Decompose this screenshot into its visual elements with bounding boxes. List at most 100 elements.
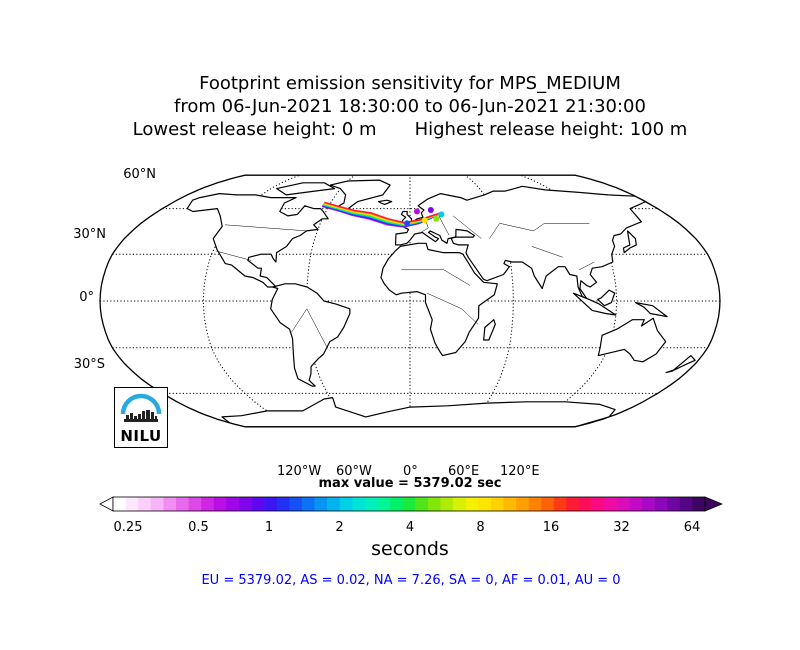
coastline-borneo: [597, 289, 616, 307]
colorbar-bin: [453, 497, 466, 511]
colorbar-bin: [125, 497, 139, 511]
footprint-cell: [427, 207, 434, 214]
colorbar-bin: [478, 497, 492, 511]
lon-label-120w: 120°W: [277, 464, 322, 479]
colorbar-tick-label: 0.25: [113, 520, 143, 535]
lon-label-0: 0°: [403, 464, 418, 479]
footprint-contour: [324, 201, 442, 224]
colorbar-bin: [503, 497, 517, 511]
colorbar-bin: [314, 497, 328, 511]
coastline-antarctica: [221, 397, 616, 427]
world-map: [99, 174, 721, 428]
coastline-greenland: [329, 179, 391, 210]
colorbar-bin: [201, 497, 215, 511]
colorbar-extend-high: [704, 496, 723, 512]
colorbar-bin: [276, 497, 290, 511]
emission-sensitivity-footprint: [321, 201, 445, 228]
colorbar-bin: [138, 497, 152, 511]
colorbar-tick-label: 64: [683, 520, 701, 535]
plot-title-line-1: Footprint emission sensitivity for MPS_M…: [199, 73, 621, 94]
colorbar-bin: [566, 497, 580, 511]
colorbar-tick-label: 2: [335, 520, 344, 535]
coastline-new-zealand: [665, 355, 696, 374]
colorbar: [99, 496, 723, 512]
colorbar-tick-label: 1: [264, 520, 274, 535]
colorbar-bin: [226, 497, 240, 511]
colorbar-bin: [251, 497, 265, 511]
footprint-cell: [414, 208, 421, 215]
coastline-arctic-islands: [276, 182, 336, 196]
coastline-new-guinea: [634, 302, 668, 318]
colorbar-bin: [264, 497, 278, 511]
colorbar-bin: [591, 497, 605, 511]
colorbar-bin: [113, 497, 126, 511]
colorbar-bin: [629, 497, 643, 511]
colorbar-tick-label: 0.5: [188, 520, 209, 535]
colorbar-bin: [692, 497, 706, 511]
nilu-logo-text: NILU: [120, 427, 162, 445]
colorbar-bin: [516, 497, 529, 511]
colorbar-label: seconds: [371, 538, 449, 560]
colorbar-extend-low: [99, 496, 114, 512]
lat-label-equator: 0°: [79, 290, 94, 305]
country-border: [438, 215, 450, 236]
colorbar-bin: [150, 497, 164, 511]
highest-release-height: Highest release height: 100 m: [414, 119, 688, 140]
colorbar-bin: [188, 497, 202, 511]
colorbar-tick-label: 16: [542, 520, 560, 535]
lat-label-30n: 30°N: [73, 227, 106, 242]
colorbar-bin: [301, 497, 315, 511]
colorbar-bin: [667, 497, 681, 511]
colorbar-tick-label: 8: [476, 520, 485, 535]
lon-label-120e: 120°E: [500, 464, 540, 479]
colorbar-bin: [579, 497, 592, 511]
colorbar-bin: [238, 497, 252, 511]
colorbar-bin: [427, 497, 441, 511]
coastlines: [186, 179, 696, 427]
colorbar-bin: [679, 497, 693, 511]
country-border: [216, 250, 252, 261]
plot-title-line-3: Lowest release height: 0 m Highest releas…: [10, 119, 800, 141]
colorbar-bin: [553, 497, 567, 511]
coastline-japan: [622, 230, 637, 254]
colorbar-bin: [289, 497, 303, 511]
colorbar-bin: [440, 497, 454, 511]
lat-label-60n: 60°N: [123, 167, 156, 182]
colorbar-bin: [415, 497, 429, 511]
coastline-australia: [597, 317, 667, 363]
colorbar-bin: [642, 497, 655, 511]
country-border: [489, 223, 590, 239]
colorbar-bin: [528, 497, 542, 511]
colorbar-bin: [163, 497, 177, 511]
colorbar-frame: [112, 496, 706, 512]
nilu-logo-mark: [120, 393, 162, 422]
max-value-label: max value = 5379.02 sec: [318, 476, 502, 491]
country-border: [224, 224, 307, 232]
colorbar-bin: [604, 497, 618, 511]
country-border: [579, 261, 595, 271]
colorbar-bin: [654, 497, 668, 511]
colorbar-bin: [175, 497, 189, 511]
country-border: [531, 246, 563, 258]
lon-label-60w: 60°W: [336, 464, 372, 479]
footprint-cell: [433, 215, 440, 222]
meridian-line: [519, 175, 618, 427]
colorbar-bin: [490, 497, 504, 511]
coastline-madagascar: [483, 319, 496, 341]
plot-title-line-2: from 06-Jun-2021 18:30:00 to 06-Jun-2021…: [174, 96, 646, 117]
colorbar-bin: [465, 497, 479, 511]
meridian-line: [202, 175, 301, 427]
country-border: [427, 292, 479, 325]
coastline-british-isles: [400, 210, 413, 224]
regional-totals: EU = 5379.02, AS = 0.02, NA = 7.26, SA =…: [201, 573, 621, 588]
colorbar-bin: [364, 497, 378, 511]
colorbar-bin: [616, 497, 630, 511]
coastline-iceland: [378, 199, 393, 205]
coastline-north-america: [186, 193, 329, 290]
country-border: [452, 215, 482, 239]
colorbar-bin: [352, 497, 366, 511]
nilu-logo: NILU: [114, 387, 168, 448]
coastline-eurasia: [394, 185, 647, 300]
coastline-africa: [380, 242, 498, 357]
lon-label-60e: 60°E: [448, 464, 480, 479]
